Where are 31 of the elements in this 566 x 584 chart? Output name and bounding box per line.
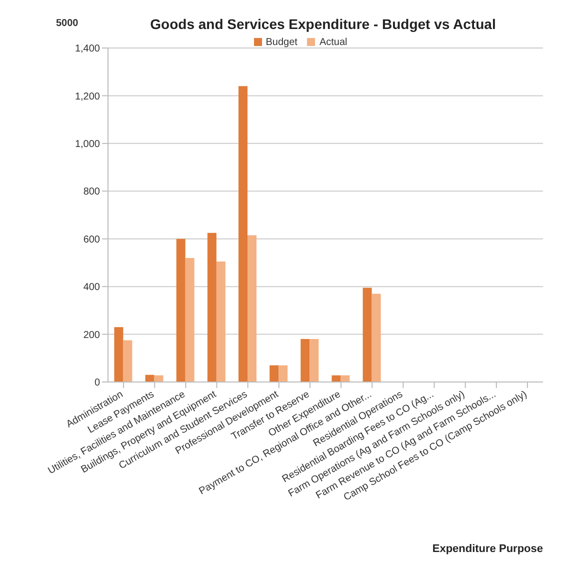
x-axis-title: Expenditure Purpose [432,543,543,555]
bar [362,288,372,382]
y-tick-label: 1,200 [74,91,100,102]
bar [238,86,248,382]
legend-label: Budget [266,37,298,48]
bar [216,262,226,382]
bar [278,365,288,382]
bar [310,339,319,382]
y-tick-label: 0 [94,378,100,389]
y-tick-label: 400 [83,282,100,294]
bar [340,375,350,382]
bar [154,375,164,382]
y-tick-label: 1,000 [74,138,100,150]
y-tick-label: 200 [83,330,100,341]
bar [123,340,132,382]
bar [300,339,310,382]
y-tick-label: 1,400 [74,44,100,55]
bar [176,238,186,382]
bar [145,374,154,382]
bar [270,365,279,382]
bar [372,294,381,382]
y-tick-label: 800 [83,186,100,198]
bar [185,258,194,382]
bar [114,327,124,382]
chart-title: Goods and Services Expenditure - Budget vs Actual [150,16,496,32]
bar [332,375,341,382]
bar [207,232,216,382]
bar [248,235,256,382]
text: 5000 [56,18,78,29]
y-tick-label: 600 [83,234,100,246]
legend-label: Actual [319,37,348,48]
